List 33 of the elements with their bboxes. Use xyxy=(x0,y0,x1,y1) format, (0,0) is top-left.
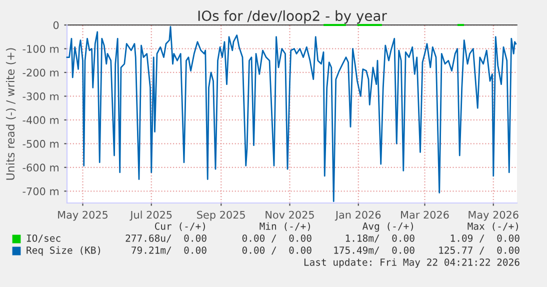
y-tick-label: -400 m xyxy=(22,116,58,124)
text: Last update: Fri May 22 04:21:22 2026 xyxy=(304,258,520,268)
text: 1.18m/ 0.00 xyxy=(346,234,414,243)
legend-label: Req Size (KB) xyxy=(26,246,100,256)
text: 125.77 / 0.00 xyxy=(439,246,520,255)
text: 277.68u/ 0.00 xyxy=(126,234,206,243)
text: 175.49m/ 0.00 xyxy=(334,246,414,255)
y-tick-label: -500 m xyxy=(22,140,58,148)
x-tick-label: May 2025 xyxy=(58,210,108,221)
x-tick-label: Sep 2025 xyxy=(197,210,245,221)
y-tick-label: 0 xyxy=(53,21,59,30)
text: Min (-/+) xyxy=(260,222,310,231)
text: 0.00 / 0.00 xyxy=(242,246,312,255)
legend-label: IO/sec xyxy=(26,234,60,243)
x-tick-label: Jan 2026 xyxy=(334,210,381,221)
text: 79.21m/ 0.00 xyxy=(132,246,206,255)
x-tick-label: Nov 2025 xyxy=(266,210,314,219)
y-tick-label: -300 m xyxy=(22,92,58,100)
chart-title: IOs for /dev/loop2 - by year xyxy=(198,10,387,24)
x-tick-label: Mar 2026 xyxy=(401,210,449,219)
text: Max (-/+) xyxy=(468,222,518,231)
text: 0.00 / 0.00 xyxy=(242,234,312,243)
y-axis-title: Units read (-) / write (+) xyxy=(6,48,16,180)
text: 1.09 / 0.00 xyxy=(450,234,520,243)
y-tick-label: -200 m xyxy=(22,68,58,77)
y-tick-label: -600 m xyxy=(22,164,58,172)
text: Cur (-/+) xyxy=(154,222,205,231)
x-tick-label: Jul 2025 xyxy=(130,210,172,221)
y-tick-label: -700 m xyxy=(22,187,58,196)
x-tick-label: May 2026 xyxy=(468,210,518,221)
text: Avg (-/+) xyxy=(362,222,413,232)
y-tick-label: -100 m xyxy=(22,44,58,53)
line-series xyxy=(66,26,517,202)
